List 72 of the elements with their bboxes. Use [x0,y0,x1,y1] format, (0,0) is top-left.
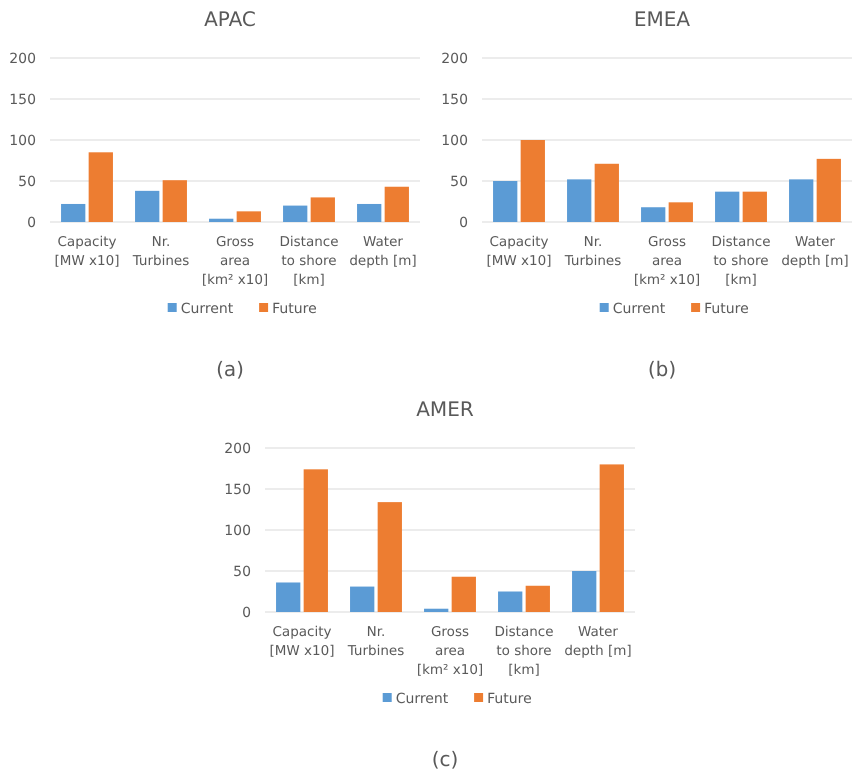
y-tick-label: 0 [27,214,36,231]
x-tick-label: Gross area [km² x10] [202,234,268,288]
bar [742,192,767,222]
bar [304,469,328,612]
bar [236,211,261,222]
bar [283,206,308,222]
chart-title: EMEA [634,7,690,31]
bar [452,576,476,612]
x-tick-label: Nr. Turbines [132,234,190,269]
y-tick-label: 0 [242,604,251,621]
bar [384,186,409,222]
bar [641,207,666,222]
bar [715,192,740,222]
bar [135,190,160,222]
bar [61,204,86,222]
bar [572,571,596,612]
x-tick-label: Gross area [km² x10] [634,234,700,288]
y-tick-label: 50 [233,564,251,580]
y-tick-label: 100 [441,132,468,149]
x-tick-label: Distance to shore [km] [494,624,554,678]
bar [350,586,374,612]
bar [498,592,522,612]
y-tick-label: 150 [441,92,468,108]
text: (c) [432,747,458,771]
y-tick-label: 200 [224,440,251,457]
x-tick-label: Capacity [MW x10] [54,234,120,269]
y-tick-label: 100 [224,522,251,539]
x-tick-label: Water depth [m] [781,234,849,269]
bar [88,152,113,222]
bar [493,181,518,222]
x-tick-label: Distance to shore [km] [711,234,771,288]
bar [816,158,841,222]
bar [567,179,592,222]
x-tick-label: Gross area [km² x10] [416,624,484,678]
bar [209,218,234,222]
x-tick-label: Capacity [MW x10] [270,624,334,659]
x-tick-label: Water depth [m] [349,234,417,269]
bar [668,202,693,222]
x-tick-label: Nr. Turbines [346,624,404,659]
legend-label: Current [612,301,666,317]
bar [600,464,624,612]
legend-label: Future [272,301,317,317]
y-tick-label: 0 [459,214,468,231]
bar [789,179,814,222]
chart-title: APAC [204,7,256,31]
legend-label: Current [180,301,234,317]
bar [594,164,619,222]
y-tick-label: 150 [9,92,36,108]
chart-title: AMER [416,397,474,421]
x-tick-label: Distance to shore [km] [279,234,339,288]
bar [378,502,402,612]
y-tick-label: 150 [224,482,251,498]
x-tick-label: Nr. Turbines [564,234,622,269]
x-tick-label: Capacity [MW x10] [486,234,552,269]
y-tick-label: 200 [441,50,468,67]
bar [520,140,545,222]
bar [276,582,300,612]
y-tick-label: 50 [18,174,36,190]
legend-label: Future [487,691,532,707]
y-tick-label: 200 [9,50,36,67]
text: (a) [216,357,244,381]
bar [357,204,382,222]
bar [162,180,187,222]
bar [424,608,448,612]
y-tick-label: 100 [9,132,36,149]
bar [526,586,550,612]
legend-label: Future [704,301,749,317]
y-tick-label: 50 [450,174,468,190]
bar [310,197,335,222]
legend-label: Current [396,691,449,707]
x-tick-label: Water depth [m] [564,624,632,659]
text: (b) [648,357,676,381]
